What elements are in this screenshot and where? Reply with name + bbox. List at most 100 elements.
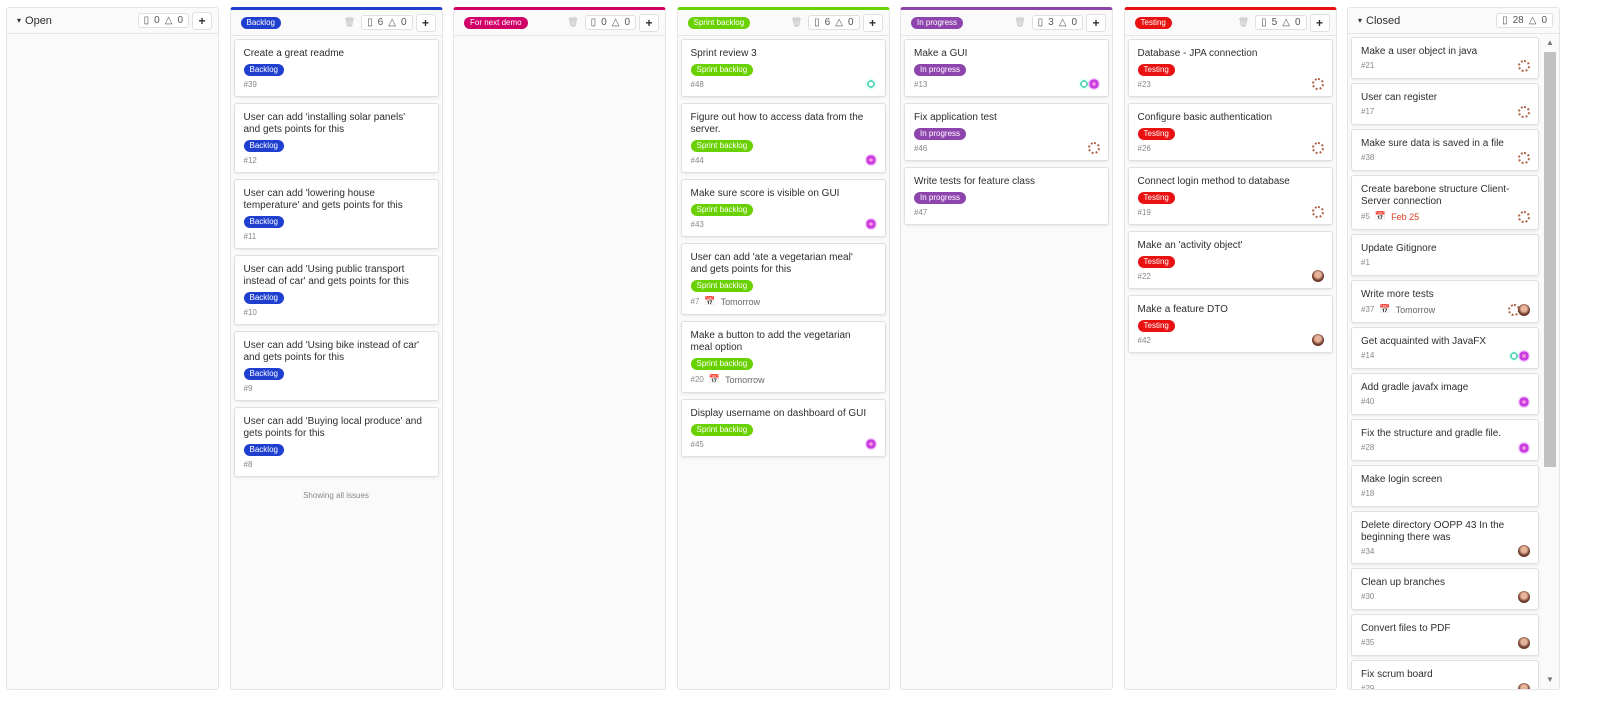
caret-down-icon[interactable]: ▾ (1358, 16, 1363, 25)
issue-card[interactable]: User can add 'installing solar panels' a… (233, 103, 439, 173)
issue-title[interactable]: User can add 'ate a vegetarian meal' and… (690, 252, 853, 275)
avatar[interactable] (1508, 350, 1520, 362)
caret-down-icon[interactable]: ▾ (17, 16, 22, 25)
scroll-up-icon[interactable]: ▲ (1546, 38, 1554, 47)
issue-card[interactable]: Get acquainted with JavaFX #14 (1351, 327, 1539, 369)
add-issue-button[interactable]: + (192, 11, 212, 30)
add-issue-button[interactable]: + (1309, 13, 1330, 32)
issue-card[interactable]: User can add 'Using bike instead of car'… (233, 331, 439, 401)
add-issue-button[interactable]: + (415, 13, 436, 32)
delete-list-icon[interactable]: 🗑 (1014, 17, 1026, 27)
avatar[interactable] (864, 154, 877, 166)
scrollbar-thumb[interactable] (1544, 52, 1556, 467)
issue-title[interactable]: Make an 'activity object' (1137, 240, 1243, 251)
avatar[interactable] (1518, 60, 1530, 72)
issue-card[interactable]: Update Gitignore #1 (1351, 234, 1539, 276)
issue-card[interactable]: Display username on dashboard of GUI Spri… (680, 399, 886, 457)
issue-title[interactable]: Fix the structure and gradle file. (1361, 428, 1502, 439)
scrollbar[interactable]: ▲ ▼ (1543, 38, 1557, 687)
issue-title[interactable]: Fix application test (914, 112, 997, 123)
issue-card[interactable]: Figure out how to access data from the s… (680, 103, 886, 173)
issue-card[interactable]: Database - JPA connection Testing #23 (1127, 39, 1333, 97)
issue-card[interactable]: Make a feature DTO Testing #42 (1127, 295, 1333, 353)
issue-card[interactable]: Fix scrum board #29 (1351, 660, 1539, 689)
issue-card[interactable]: Make sure score is visible on GUI Sprint … (680, 179, 886, 237)
delete-list-icon[interactable]: 🗑 (1237, 17, 1250, 27)
issue-card[interactable]: Make login screen #18 (1351, 465, 1539, 507)
delete-list-icon[interactable]: 🗑 (790, 17, 803, 27)
issue-title[interactable]: Display username on dashboard of GUI (690, 408, 867, 419)
issue-title[interactable]: Make a GUI (914, 48, 968, 59)
issue-card[interactable]: Delete directory OOPP 43 In the beginnin… (1351, 511, 1539, 564)
avatar[interactable] (1518, 152, 1530, 164)
issue-title[interactable]: Clean up branches (1361, 577, 1445, 588)
issue-title[interactable]: User can add 'lowering house temperature… (243, 188, 403, 211)
issue-card[interactable]: User can register #17 (1351, 83, 1539, 125)
avatar[interactable] (1311, 78, 1324, 90)
issue-card[interactable]: Create a great readme Backlog #39 (233, 39, 439, 97)
issue-title[interactable]: Make sure score is visible on GUI (690, 188, 840, 199)
avatar[interactable] (1311, 334, 1324, 346)
issue-title[interactable]: Make a feature DTO (1137, 304, 1228, 315)
issue-title[interactable]: Make login screen (1361, 474, 1443, 485)
issue-title[interactable]: Connect login method to database (1137, 176, 1290, 187)
issue-title[interactable]: Update Gitignore (1361, 243, 1437, 254)
avatar[interactable] (1518, 106, 1530, 118)
issue-title[interactable]: Make a user object in java (1361, 46, 1478, 57)
issue-title[interactable]: User can add 'Buying local produce' and … (243, 416, 422, 439)
issue-card[interactable]: Make a user object in java #21 (1351, 37, 1539, 79)
issue-card[interactable]: Make sure data is saved in a file #38 (1351, 129, 1539, 171)
delete-list-icon[interactable]: 🗑 (343, 17, 356, 27)
issue-title[interactable]: User can add 'Using public transport ins… (243, 264, 409, 287)
issue-title[interactable]: Add gradle javafx image (1361, 382, 1469, 393)
avatar[interactable] (1518, 211, 1530, 223)
issue-card[interactable]: Configure basic authentication Testing #26 (1127, 103, 1333, 161)
issue-card[interactable]: Create barebone structure Client-Server … (1351, 175, 1539, 230)
issue-title[interactable]: Database - JPA connection (1137, 48, 1258, 59)
issue-title[interactable]: User can add 'installing solar panels' a… (243, 112, 406, 135)
issue-card[interactable]: User can add 'Using public transport ins… (233, 255, 439, 325)
issue-title[interactable]: Convert files to PDF (1361, 623, 1451, 634)
avatar[interactable] (1311, 142, 1324, 154)
avatar[interactable] (1088, 78, 1100, 90)
avatar[interactable] (1518, 637, 1530, 649)
issue-title[interactable]: Create a great readme (243, 48, 345, 59)
avatar[interactable] (1518, 442, 1530, 454)
avatar[interactable] (864, 218, 877, 230)
issue-card[interactable]: Clean up branches #30 (1351, 568, 1539, 610)
issue-title[interactable]: Make a button to add the vegetarian meal… (690, 330, 851, 353)
issue-card[interactable]: Fix application test In progress #46 (904, 103, 1109, 161)
issue-title[interactable]: Write more tests (1361, 289, 1434, 300)
issue-card[interactable]: Make a GUI In progress #13 (904, 39, 1109, 97)
add-issue-button[interactable]: + (1086, 13, 1106, 32)
issue-card[interactable]: Sprint review 3 Sprint backlog #48 (680, 39, 886, 97)
issue-card[interactable]: Convert files to PDF #35 (1351, 614, 1539, 656)
avatar[interactable] (1078, 78, 1090, 90)
issue-card[interactable]: Add gradle javafx image #40 (1351, 373, 1539, 415)
issue-title[interactable]: Make sure data is saved in a file (1361, 138, 1504, 149)
add-issue-button[interactable]: + (862, 13, 883, 32)
issue-title[interactable]: Configure basic authentication (1137, 112, 1273, 123)
avatar[interactable] (864, 78, 877, 90)
issue-card[interactable]: User can add 'lowering house temperature… (233, 179, 439, 249)
avatar[interactable] (864, 438, 877, 450)
issue-card[interactable]: User can add 'ate a vegetarian meal' and… (680, 243, 886, 315)
avatar[interactable] (1518, 304, 1530, 316)
issue-title[interactable]: Create barebone structure Client-Server … (1361, 184, 1510, 207)
issue-title[interactable]: Delete directory OOPP 43 In the beginnin… (1361, 520, 1505, 543)
avatar[interactable] (1518, 545, 1530, 557)
issue-card[interactable]: Make a button to add the vegetarian meal… (680, 321, 886, 393)
avatar[interactable] (1518, 683, 1530, 689)
column-title[interactable]: ▾ Open (17, 15, 138, 27)
avatar[interactable] (1518, 350, 1530, 362)
delete-list-icon[interactable]: 🗑 (567, 17, 579, 27)
issue-card[interactable]: Connect login method to database Testing #… (1127, 167, 1333, 225)
issue-card[interactable]: User can add 'Buying local produce' and … (233, 407, 439, 477)
avatar[interactable] (1518, 396, 1530, 408)
issue-title[interactable]: User can add 'Using bike instead of car'… (243, 340, 420, 363)
avatar[interactable] (1518, 591, 1530, 603)
issue-title[interactable]: Fix scrum board (1361, 669, 1433, 680)
issue-card[interactable]: Write more tests #37 📅 Tomorrow (1351, 280, 1539, 323)
avatar[interactable] (1088, 142, 1100, 154)
issue-title[interactable]: Write tests for feature class (914, 176, 1035, 187)
